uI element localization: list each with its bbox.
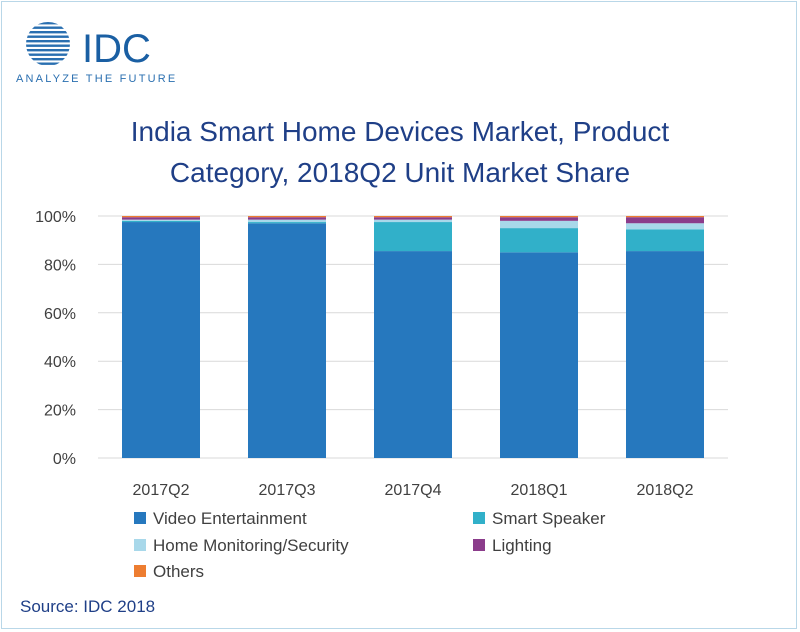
globe-icon <box>26 22 70 65</box>
bar-segment-speaker <box>374 222 452 252</box>
bar-segment-speaker <box>122 220 200 223</box>
logo-tagline: ANALYZE THE FUTURE <box>16 73 177 85</box>
bar-segment-speaker <box>626 229 704 252</box>
x-tick-label: 2017Q4 <box>385 482 442 499</box>
legend-label: Others <box>153 562 204 581</box>
bar-segment-security <box>122 219 200 221</box>
chart-title-line-2: Category, 2018Q2 Unit Market Share <box>170 157 630 188</box>
chart-title-line-1: India Smart Home Devices Market, Product <box>131 116 670 147</box>
legend-swatch-speaker <box>473 512 485 524</box>
bar-segment-lighting <box>122 217 200 220</box>
y-tick-label: 100% <box>35 209 76 226</box>
legend-swatch-security <box>134 539 146 551</box>
bar-segment-others <box>626 216 704 218</box>
chart-title: India Smart Home Devices Market, Product… <box>131 116 670 188</box>
logo-brand: IDC <box>82 27 151 71</box>
y-tick-label: 0% <box>53 451 76 468</box>
bar-segment-others <box>122 216 200 218</box>
bar-segment-lighting <box>500 217 578 221</box>
legend-swatch-others <box>134 565 146 577</box>
y-tick-label: 60% <box>44 306 76 323</box>
y-tick-label: 40% <box>44 354 76 371</box>
bar-segment-speaker <box>500 228 578 253</box>
bar-segment-lighting <box>248 217 326 220</box>
legend-swatch-video <box>134 512 146 524</box>
bar-segment-speaker <box>248 222 326 224</box>
y-axis: 0% 20% 40% 60% 80% 100% <box>35 209 76 468</box>
legend-swatch-lighting <box>473 539 485 551</box>
bar-segment-others <box>374 216 452 218</box>
bar-segment-lighting <box>626 217 704 224</box>
bars <box>122 216 704 458</box>
legend-label: Home Monitoring/Security <box>153 536 349 555</box>
bar-segment-video <box>248 223 326 458</box>
x-tick-label: 2018Q1 <box>511 482 568 499</box>
y-tick-label: 80% <box>44 257 76 274</box>
bar-segment-security <box>374 219 452 223</box>
x-axis: 2017Q2 2017Q3 2017Q4 2018Q1 2018Q2 <box>133 482 694 499</box>
legend-label: Video Entertainment <box>153 509 307 528</box>
bar-segment-others <box>500 216 578 218</box>
bar-segment-others <box>248 216 326 218</box>
idc-logo: IDC ANALYZE THE FUTURE <box>16 22 177 85</box>
bar-segment-lighting <box>374 217 452 220</box>
bar-segment-video <box>122 222 200 458</box>
bar-segment-security <box>248 219 326 223</box>
legend-label: Smart Speaker <box>492 509 606 528</box>
y-tick-label: 20% <box>44 403 76 420</box>
bar-segment-video <box>374 251 452 458</box>
legend-label: Lighting <box>492 536 552 555</box>
bar-segment-video <box>500 252 578 458</box>
bar-segment-security <box>626 223 704 230</box>
x-tick-label: 2017Q3 <box>259 482 316 499</box>
legend: Video Entertainment Smart Speaker Home Mon… <box>134 509 606 581</box>
bar-segment-security <box>500 220 578 229</box>
source-note: Source: IDC 2018 <box>20 597 156 616</box>
x-tick-label: 2017Q2 <box>133 482 190 499</box>
bar-segment-video <box>626 251 704 458</box>
x-tick-label: 2018Q2 <box>637 482 694 499</box>
